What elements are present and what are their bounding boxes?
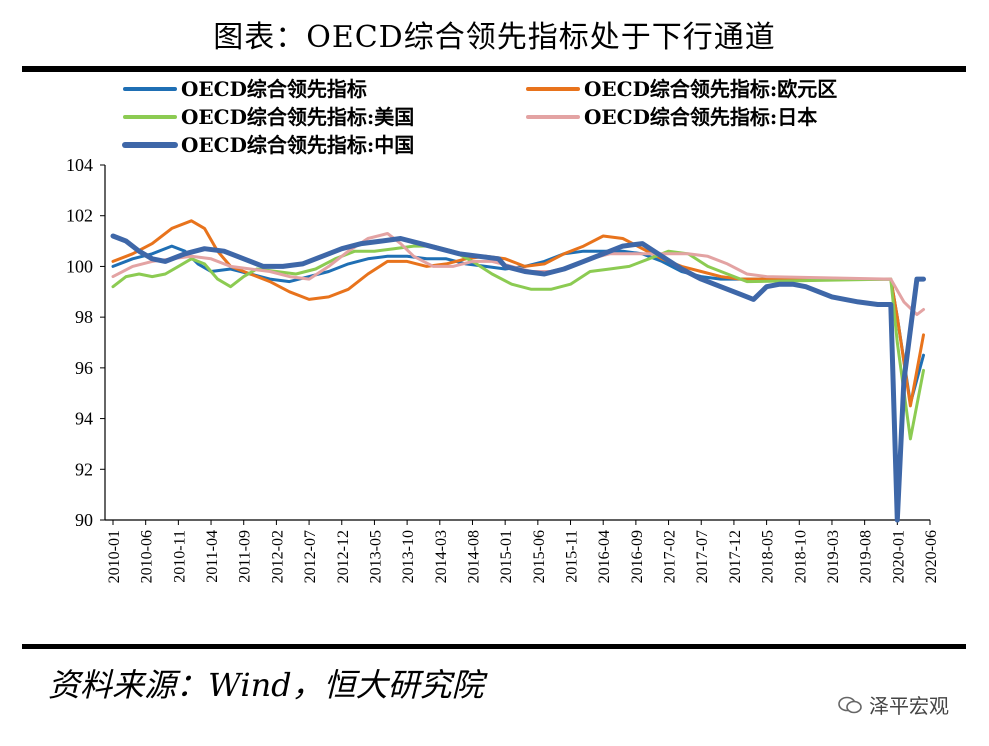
- x-tick-label: 2018-10: [792, 530, 809, 583]
- y-tick-label: 92: [75, 459, 93, 479]
- wechat-icon: [838, 696, 862, 713]
- x-tick-label: 2019-03: [825, 530, 842, 583]
- y-tick-label: 94: [75, 409, 93, 429]
- x-tick-label: 2017-02: [662, 530, 679, 583]
- series-lines: [110, 219, 926, 523]
- x-tick-label: 2019-08: [858, 530, 875, 583]
- y-tick-label: 100: [66, 256, 93, 276]
- x-tick-label: 2016-09: [629, 530, 646, 583]
- x-tick-label: 2020-06: [923, 530, 940, 583]
- x-tick-label: 2020-01: [890, 530, 907, 583]
- x-tick-label: 2010-11: [171, 530, 188, 583]
- y-tick-label: 98: [75, 307, 93, 327]
- x-tick-label: 2013-05: [367, 530, 384, 583]
- x-tick-label: 2017-12: [727, 530, 744, 583]
- x-tick-label: 2010-01: [106, 530, 123, 583]
- x-tick-label: 2011-09: [237, 530, 254, 583]
- x-tick-label: 2015-06: [531, 530, 548, 583]
- series-line-1: [111, 219, 925, 408]
- x-tick-label: 2012-02: [269, 530, 286, 583]
- source-note: 资料来源：Wind，恒大研究院: [48, 666, 484, 704]
- series-line-2: [111, 244, 925, 441]
- y-tick-label: 90: [75, 510, 93, 530]
- x-tick-label: 2014-08: [465, 530, 482, 583]
- legend-label-0: OECD综合领先指标: [181, 77, 367, 101]
- x-tick-label: 2018-05: [760, 530, 777, 583]
- x-tick-label: 2015-11: [564, 530, 581, 583]
- legend-label-3: OECD综合领先指标:日本: [584, 105, 817, 129]
- top-rule: [22, 66, 966, 72]
- bottom-rule: [22, 644, 966, 649]
- axes: 90 92 94 96 98 100 102 104 2010-01 2010-06 2010-11…: [66, 155, 940, 583]
- x-tick-label: 2013-10: [400, 530, 417, 583]
- legend-label-4: OECD综合领先指标:中国: [181, 133, 414, 157]
- x-tick-label: 2017-07: [694, 530, 711, 583]
- x-tick-label: 2012-07: [302, 530, 319, 583]
- watermark: 泽平宏观: [837, 690, 949, 719]
- x-tick-label: 2012-12: [335, 530, 352, 583]
- x-tick-label: 2014-03: [433, 530, 450, 583]
- chart-title: 图表：OECD综合领先指标处于下行通道: [213, 20, 776, 55]
- legend-label-1: OECD综合领先指标:欧元区: [584, 77, 837, 101]
- watermark-text: 泽平宏观: [869, 694, 949, 718]
- x-tick-label: 2016-04: [596, 530, 613, 583]
- x-tick-label: 2015-01: [498, 530, 515, 583]
- series-line-3: [111, 232, 925, 317]
- y-tick-label: 102: [66, 206, 93, 226]
- legend: OECD综合领先指标 OECD综合领先指标:欧元区 OECD综合领先指标:美国 OEC…: [122, 77, 837, 157]
- legend-label-2: OECD综合领先指标:美国: [181, 105, 414, 129]
- x-tick-label: 2011-04: [204, 530, 221, 583]
- y-tick-label: 104: [66, 155, 93, 175]
- x-tick-label: 2010-06: [139, 530, 156, 583]
- series-line-4: [110, 233, 926, 523]
- y-tick-label: 96: [75, 358, 93, 378]
